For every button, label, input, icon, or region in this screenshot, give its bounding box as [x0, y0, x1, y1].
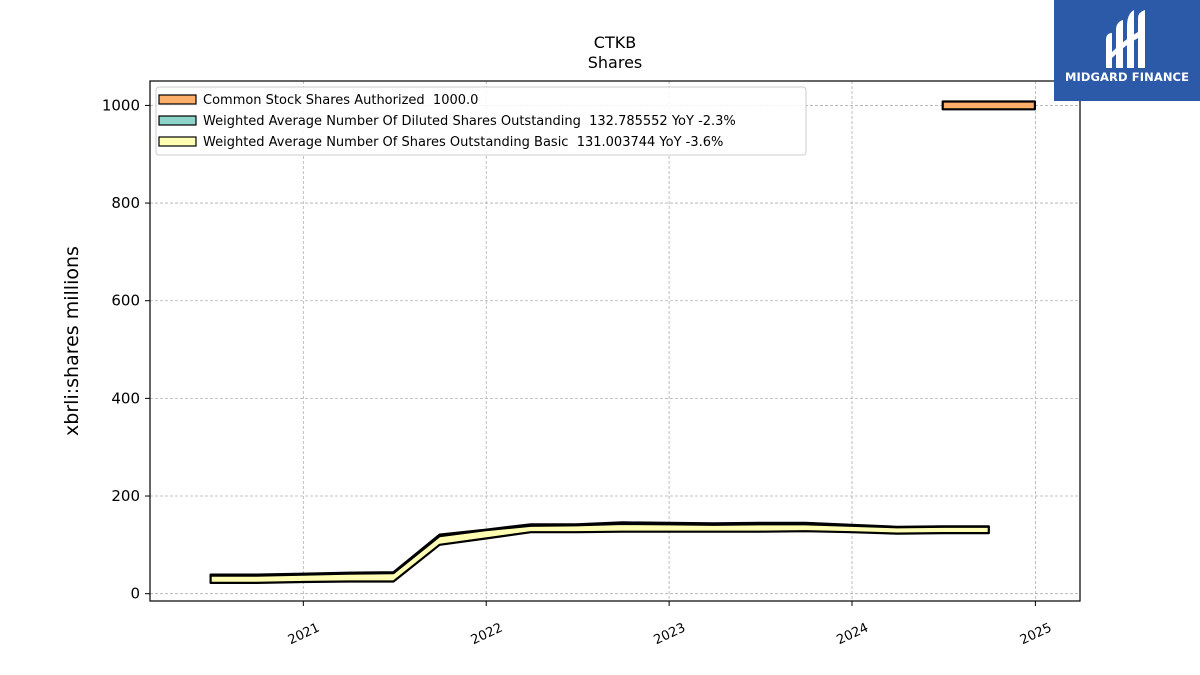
chart-title: CTKB	[594, 33, 636, 52]
midgard-m-logo-icon	[1106, 10, 1145, 68]
series-band-0	[941, 100, 1037, 111]
tick-layer: 0 200 400 600 800 1000 2021 2022 2023 2024 2025	[102, 96, 1054, 648]
series-layer	[209, 100, 1037, 585]
x-tick-label: 2025	[1018, 621, 1054, 649]
x-tick-label: 2024	[834, 621, 870, 649]
legend-label-authorized: Common Stock Shares Authorized 1000.0	[203, 93, 478, 108]
y-tick-label: 1000	[102, 96, 140, 114]
brand-name: MIDGARD FINANCE	[1064, 70, 1190, 84]
brand-logo: MIDGARD FINANCE	[1054, 0, 1200, 101]
y-tick-label: 400	[111, 389, 140, 407]
y-axis-label: xbrli:shares millions	[61, 246, 83, 436]
legend-swatch-authorized	[158, 94, 197, 105]
legend-box	[155, 86, 807, 156]
legend-label-diluted: Weighted Average Number Of Diluted Share…	[203, 114, 736, 129]
legend-swatch-diluted	[158, 115, 197, 126]
x-tick-label: 2022	[469, 621, 505, 649]
legend: Common Stock Shares Authorized 1000.0 We…	[155, 86, 807, 156]
y-tick-label: 800	[111, 194, 140, 212]
x-tick-label: 2023	[652, 621, 688, 649]
plot-frame	[149, 80, 1081, 602]
y-tick-label: 0	[130, 585, 140, 603]
legend-swatch-basic	[158, 136, 197, 147]
chart-subtitle: Shares	[588, 53, 643, 72]
y-tick-label: 600	[111, 292, 140, 310]
y-tick-label: 200	[111, 487, 140, 505]
x-tick-label: 2021	[286, 621, 322, 649]
series-band-2	[209, 522, 990, 585]
legend-label-basic: Weighted Average Number Of Shares Outsta…	[203, 135, 723, 150]
